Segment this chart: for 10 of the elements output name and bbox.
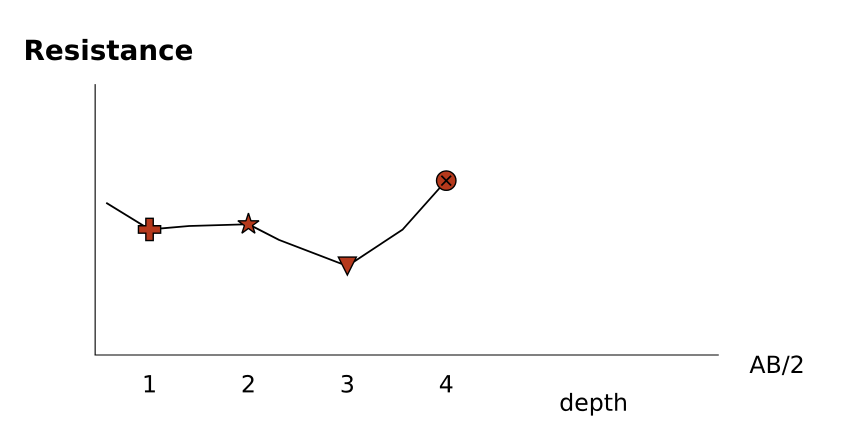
text: depth <box>560 392 626 416</box>
x-tick-label: 1 <box>144 375 155 392</box>
x-axis-title: AB/2 <box>750 355 802 376</box>
point <box>237 212 260 234</box>
x-tick-label: 3 <box>342 374 353 393</box>
x-tick-label: 4 <box>440 375 452 392</box>
point <box>338 256 358 276</box>
x-tick-label: 2 <box>242 374 254 392</box>
y-axis-title: Resistance <box>26 38 192 60</box>
point <box>138 218 162 242</box>
